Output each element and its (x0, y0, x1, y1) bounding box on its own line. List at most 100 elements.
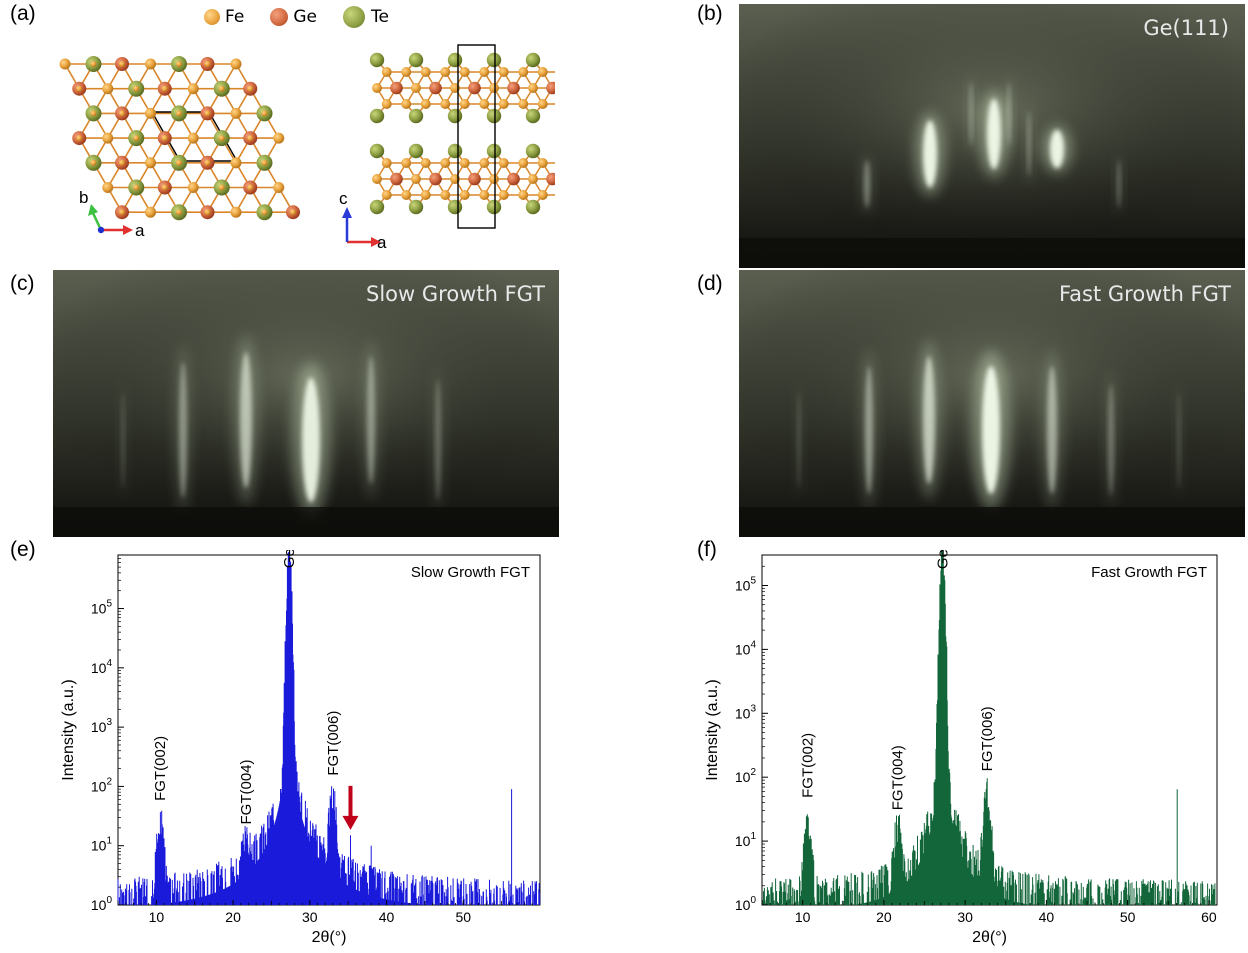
fe-atom-overlap (261, 159, 268, 166)
fe-atom (145, 107, 156, 119)
y-tick-label: 103 (91, 717, 113, 735)
rheed-ge111-image: Ge(111) (739, 4, 1245, 268)
ge-atom (468, 172, 481, 186)
xrd-trace (762, 550, 1216, 905)
top-axis-b-label: b (79, 188, 88, 207)
y-tick-label: 101 (91, 836, 113, 854)
panel-label-c: (c) (10, 272, 35, 295)
rheed-streak (240, 352, 252, 488)
rheed-fast-growth-pattern (739, 270, 1245, 537)
fe-atom (381, 190, 392, 200)
fe-atom (489, 83, 499, 93)
fe-atom-overlap (119, 209, 125, 216)
ge-atom (507, 81, 520, 95)
fe-atom-overlap (204, 61, 211, 67)
fe-atom (102, 132, 114, 144)
rheed-streak (923, 356, 935, 484)
te-atom (447, 52, 463, 68)
te-atom (486, 52, 502, 68)
fe-atom-overlap (133, 85, 140, 92)
side-view-axes: c a (339, 189, 387, 252)
fe-atom-overlap (218, 135, 225, 142)
te-atom (486, 143, 502, 159)
fe-atom (440, 158, 451, 168)
ge-atom (390, 172, 403, 186)
x-tick-label: 20 (876, 909, 892, 925)
te-atom (369, 143, 385, 159)
fe-atom (372, 174, 382, 184)
peak-label: FGT(002) (800, 733, 817, 798)
rheed-streak (121, 392, 125, 488)
y-tick-label: 102 (91, 776, 113, 794)
x-tick-label: 10 (795, 909, 811, 925)
fe-atom (102, 182, 114, 193)
fe-atom-overlap (119, 61, 125, 67)
x-tick-label: 40 (379, 909, 395, 925)
rheed-streak (367, 356, 375, 484)
fe-atom-overlap (161, 135, 168, 142)
fe-atom-overlap (119, 159, 125, 166)
rheed-ge111-title: Ge(111) (1143, 16, 1229, 40)
side-view-layer-2 (369, 143, 555, 215)
te-atom (408, 108, 424, 124)
x-axis-label: 2θ(°) (312, 929, 347, 946)
fe-atom (401, 67, 412, 77)
fe-atom (381, 67, 392, 77)
fe-atom (440, 99, 451, 109)
fe-atom (518, 190, 529, 200)
ge-atom (546, 172, 555, 186)
x-tick-label: 50 (1120, 909, 1136, 925)
peak-label: FGT(004) (890, 745, 907, 810)
fe-atom-overlap (90, 110, 97, 117)
fe-atom (479, 67, 490, 77)
te-atom (447, 108, 463, 124)
ge-legend-label: Ge (293, 7, 317, 27)
fe-atom-overlap (247, 184, 254, 191)
fe-atom (411, 83, 421, 93)
panel-label-a: (a) (10, 2, 36, 25)
rheed-streak (982, 366, 1000, 494)
rheed-streak (1108, 384, 1114, 496)
rheed-streak (797, 392, 801, 488)
side-unit-cell-outline (457, 44, 496, 229)
fe-atom (372, 83, 382, 93)
rheed-ge111-pattern (739, 4, 1245, 268)
ge-atom (429, 172, 442, 186)
fe-atom (459, 67, 470, 77)
fe-atom-overlap (204, 159, 211, 166)
fe-atom (59, 58, 71, 70)
fe-atom (381, 99, 392, 109)
fe-atom (440, 67, 451, 77)
chart-title: Slow Growth FGT (411, 564, 530, 581)
te-atom (408, 143, 424, 159)
peak-label: Ge(111) (281, 550, 298, 568)
atom-legend: Fe Ge Te (204, 6, 389, 28)
fe-atom (187, 132, 199, 144)
fe-atom (528, 83, 538, 93)
fe-atom (401, 190, 412, 200)
fe-atom (420, 99, 431, 109)
annotation-arrow-head (342, 815, 359, 830)
rheed-streak (1050, 129, 1064, 169)
fe-atom (411, 174, 421, 184)
fe-atom (459, 190, 470, 200)
y-axis-label: Intensity (a.u.) (704, 679, 721, 780)
panel-label-d: (d) (697, 272, 723, 295)
fe-atom-overlap (119, 110, 125, 117)
rheed-streak (865, 366, 873, 494)
te-atom (525, 199, 541, 215)
fe-atom (230, 107, 242, 119)
fe-atom (528, 174, 538, 184)
fe-atom (537, 99, 548, 109)
x-tick-label: 40 (1039, 909, 1055, 925)
ge-atom (390, 81, 403, 95)
fe-atom (479, 158, 490, 168)
te-atom (369, 199, 385, 215)
y-tick-label: 105 (735, 575, 757, 593)
fe-atom-overlap (204, 209, 211, 216)
side-view-layer-1 (369, 52, 555, 124)
fe-atom-overlap (247, 135, 254, 142)
te-atom (447, 143, 463, 159)
fe-atom-overlap (290, 209, 296, 216)
top-axis-a-label: a (135, 221, 145, 240)
